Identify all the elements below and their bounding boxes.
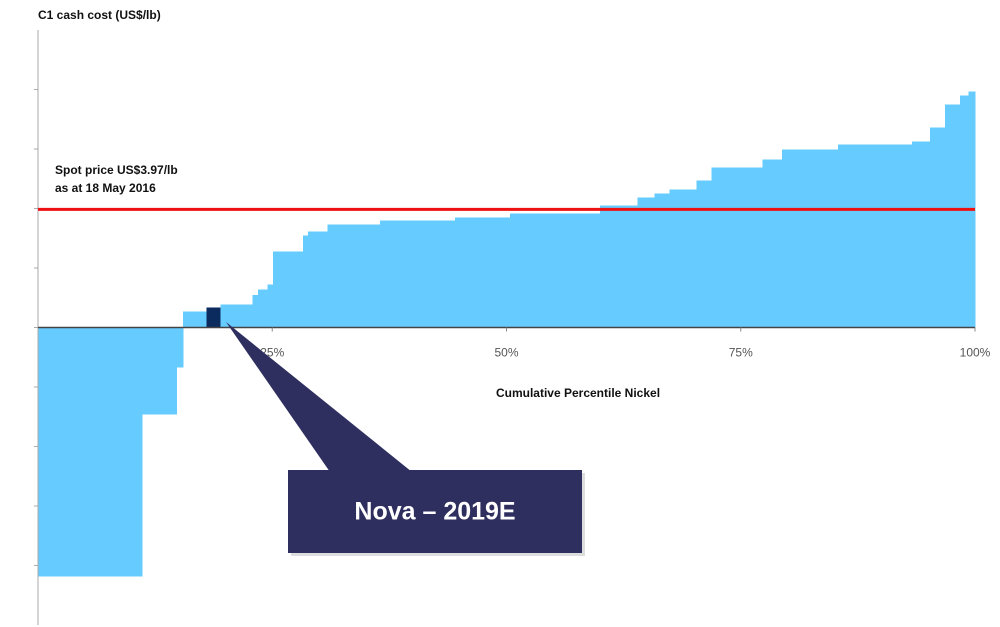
bar [960, 95, 969, 328]
bar [838, 144, 913, 328]
reference-sublabel: as at 18 May 2016 [55, 181, 156, 195]
x-tick-label: 100% [960, 346, 991, 360]
bar [912, 141, 931, 328]
callout-text: Nova – 2019E [354, 498, 515, 526]
bar [945, 104, 961, 328]
bar [600, 205, 639, 328]
bar [206, 307, 222, 328]
bar [454, 217, 511, 328]
overlay: Nova – 2019E [226, 322, 585, 556]
bar [38, 327, 143, 577]
y-axis-title: C1 cash cost (US$/lb) [38, 8, 161, 22]
bar [762, 159, 783, 328]
bar [176, 327, 184, 368]
x-axis-title: Cumulative Percentile Nickel [496, 386, 660, 400]
bar [273, 251, 304, 328]
bar [711, 167, 763, 328]
bar [637, 197, 655, 328]
bar [930, 127, 946, 328]
bar [220, 304, 253, 328]
bar [303, 235, 309, 328]
bar [669, 189, 698, 328]
bar [142, 327, 178, 415]
bar [510, 213, 601, 328]
bars: 25% 50% 75% 100% [34, 30, 991, 625]
bar [380, 220, 456, 328]
reference-label: Spot price US$3.97/lb [55, 163, 178, 177]
x-tick-label: 50% [494, 346, 518, 360]
bar [252, 294, 259, 328]
bar [654, 193, 670, 328]
bar [307, 231, 328, 328]
x-tick-label: 75% [729, 346, 753, 360]
bar [267, 284, 274, 328]
bar [258, 289, 268, 328]
bar [183, 311, 208, 328]
callout-pointer [226, 322, 412, 472]
bar [781, 149, 839, 328]
bar [327, 224, 381, 328]
callout-box [288, 470, 582, 553]
bar [696, 180, 713, 328]
